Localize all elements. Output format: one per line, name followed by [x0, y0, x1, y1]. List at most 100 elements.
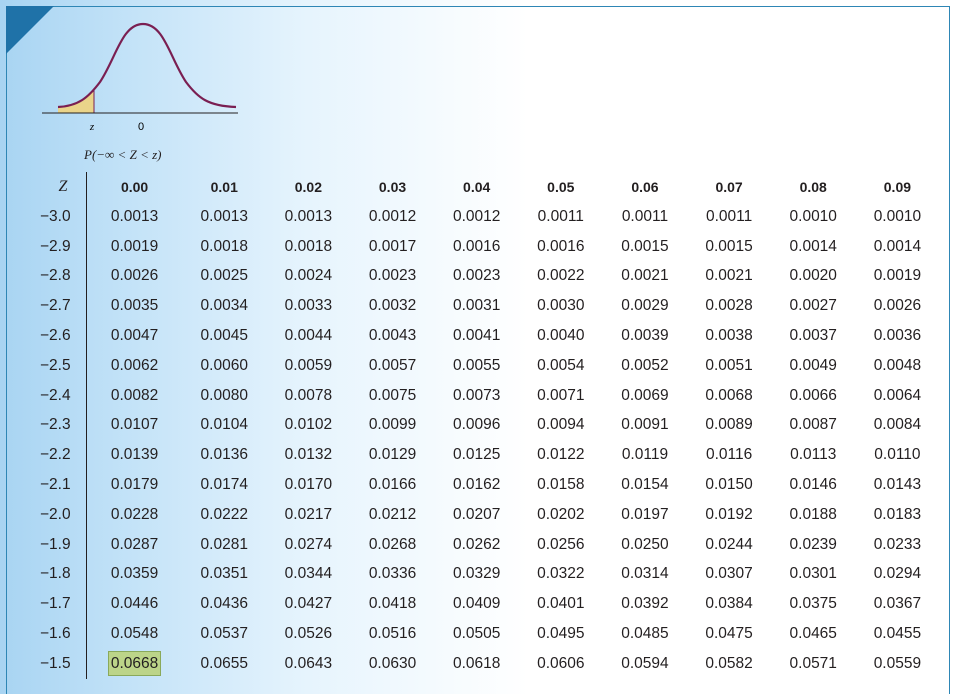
- probability-cell: 0.0262: [452, 535, 501, 553]
- column-header: 0.07: [715, 179, 743, 195]
- probability-cell: 0.0011: [537, 207, 584, 225]
- zero-tick-label: 0: [138, 121, 144, 133]
- shaded-left-tail: [58, 90, 94, 113]
- normal-curve-svg: z 0: [42, 22, 238, 133]
- probability-cell: 0.0582: [705, 654, 753, 672]
- probability-cell: 0.0017: [368, 237, 417, 255]
- probability-label: P(−∞ < Z < z): [84, 147, 162, 162]
- probability-cell: 0.0228: [110, 505, 159, 523]
- probability-cell: 0.0336: [368, 565, 417, 583]
- probability-cell: 0.0078: [284, 386, 333, 404]
- table-row: −2.5 0.0062 0.0060 0.0059 0.0057 0.0055 0.0054…: [40, 350, 940, 381]
- z-value-cell: −3.0: [40, 202, 87, 232]
- probability-cell: 0.0013: [200, 207, 248, 225]
- probability-cell: 0.0250: [621, 535, 669, 553]
- probability-cell: 0.0044: [284, 327, 333, 345]
- probability-cell: 0.0025: [200, 267, 248, 285]
- probability-cell: 0.0068: [705, 386, 753, 404]
- probability-cell: 0.0367: [873, 595, 922, 613]
- page-frame: [6, 6, 950, 694]
- probability-cell: 0.0485: [621, 625, 669, 643]
- table-row: −3.0 0.0013 0.0013 0.0013 0.0012 0.0012 0.0011…: [40, 202, 940, 232]
- probability-cell: 0.0029: [621, 297, 669, 315]
- probability-cell: 0.0217: [284, 505, 333, 523]
- probability-cell: 0.0505: [452, 625, 501, 643]
- probability-cell: 0.0179: [110, 476, 159, 494]
- z-value-cell: −2.5: [40, 350, 87, 381]
- probability-cell: 0.0027: [789, 297, 837, 315]
- probability-cell: 0.0526: [284, 625, 333, 643]
- probability-cell: 0.0233: [873, 535, 922, 553]
- table-row: −2.6 0.0047 0.0045 0.0044 0.0043 0.0041 0.0040…: [40, 321, 940, 351]
- probability-cell: 0.0036: [873, 327, 922, 345]
- probability-cell: 0.0071: [537, 386, 585, 404]
- probability-cell: 0.0024: [284, 267, 333, 285]
- probability-cell: 0.0655: [200, 654, 248, 672]
- probability-cell: 0.0384: [705, 595, 753, 613]
- probability-cell: 0.0052: [621, 356, 669, 374]
- probability-cell: 0.0268: [368, 535, 417, 553]
- table-row: −2.2 0.0139 0.0136 0.0132 0.0129 0.0125 0.0122…: [40, 440, 940, 471]
- z-value-cell: −1.6: [40, 619, 87, 649]
- probability-cell: 0.0188: [789, 505, 837, 523]
- probability-cell: 0.0099: [368, 416, 417, 434]
- column-header: 0.01: [210, 179, 238, 195]
- probability-cell: 0.0010: [789, 207, 837, 225]
- probability-cell: 0.0030: [537, 297, 585, 315]
- probability-cell: 0.0037: [789, 327, 837, 345]
- probability-cell: 0.0023: [368, 267, 417, 285]
- z-value-cell: −1.8: [40, 559, 87, 590]
- z-tick-label: z: [89, 121, 95, 133]
- probability-cell: 0.0344: [284, 565, 333, 583]
- probability-cell: 0.0475: [705, 625, 753, 643]
- probability-cell: 0.0043: [368, 327, 417, 345]
- probability-cell: 0.0022: [537, 267, 585, 285]
- probability-cell: 0.0057: [368, 356, 417, 374]
- probability-cell: 0.0032: [368, 297, 417, 315]
- table-row: −1.5 0.0668 0.0655 0.0643 0.0630 0.0618 0.0606…: [40, 648, 940, 679]
- column-header: 0.02: [294, 179, 322, 195]
- column-header: 0.03: [378, 179, 407, 195]
- probability-cell: 0.0089: [705, 416, 753, 434]
- probability-cell: 0.0146: [789, 476, 837, 494]
- probability-cell: 0.0054: [537, 356, 585, 374]
- z-value-cell: −2.8: [40, 261, 87, 292]
- probability-cell: 0.0129: [368, 446, 417, 464]
- probability-cell: 0.0455: [873, 625, 922, 643]
- probability-cell: 0.0630: [368, 654, 417, 672]
- probability-cell: 0.0031: [452, 297, 501, 315]
- probability-cell: 0.0212: [368, 505, 417, 523]
- table-row: −1.9 0.0287 0.0281 0.0274 0.0268 0.0262 0.0256…: [40, 529, 940, 560]
- z-value-cell: −2.2: [40, 440, 87, 471]
- probability-cell: 0.0643: [284, 654, 333, 672]
- table-row: −2.0 0.0228 0.0222 0.0217 0.0212 0.0207 0.0202…: [40, 499, 940, 530]
- probability-cell: 0.0034: [200, 297, 248, 315]
- probability-cell: 0.0202: [537, 505, 585, 523]
- probability-cell: 0.0102: [284, 416, 333, 434]
- probability-cell: 0.0069: [621, 386, 669, 404]
- probability-cell: 0.0049: [789, 356, 837, 374]
- probability-cell: 0.0359: [110, 565, 159, 583]
- probability-cell: 0.0136: [200, 446, 248, 464]
- probability-cell: 0.0618: [452, 654, 501, 672]
- z-table: Z 0.00 0.01 0.02 0.03 0.04 0.05 0.06 0.07 0.08 0.…: [40, 172, 940, 679]
- probability-cell: 0.0418: [368, 595, 417, 613]
- probability-cell: 0.0222: [200, 505, 248, 523]
- probability-cell: 0.0059: [284, 356, 333, 374]
- probability-cell: 0.0055: [452, 356, 501, 374]
- probability-cell: 0.0048: [873, 356, 922, 374]
- probability-cell: 0.0465: [789, 625, 837, 643]
- probability-cell: 0.0375: [789, 595, 837, 613]
- probability-cell: 0.0023: [452, 267, 501, 285]
- probability-cell: 0.0091: [621, 416, 669, 434]
- probability-cell: 0.0139: [110, 446, 159, 464]
- probability-cell: 0.0281: [200, 535, 248, 553]
- probability-cell: 0.0010: [873, 207, 922, 225]
- column-header: 0.08: [799, 179, 827, 195]
- probability-cell: 0.0162: [452, 476, 501, 494]
- probability-cell: 0.0013: [284, 207, 333, 225]
- z-value-cell: −2.6: [40, 321, 87, 351]
- probability-cell: 0.0028: [705, 297, 753, 315]
- probability-cell: 0.0351: [200, 565, 248, 583]
- probability-cell: 0.0084: [873, 416, 922, 434]
